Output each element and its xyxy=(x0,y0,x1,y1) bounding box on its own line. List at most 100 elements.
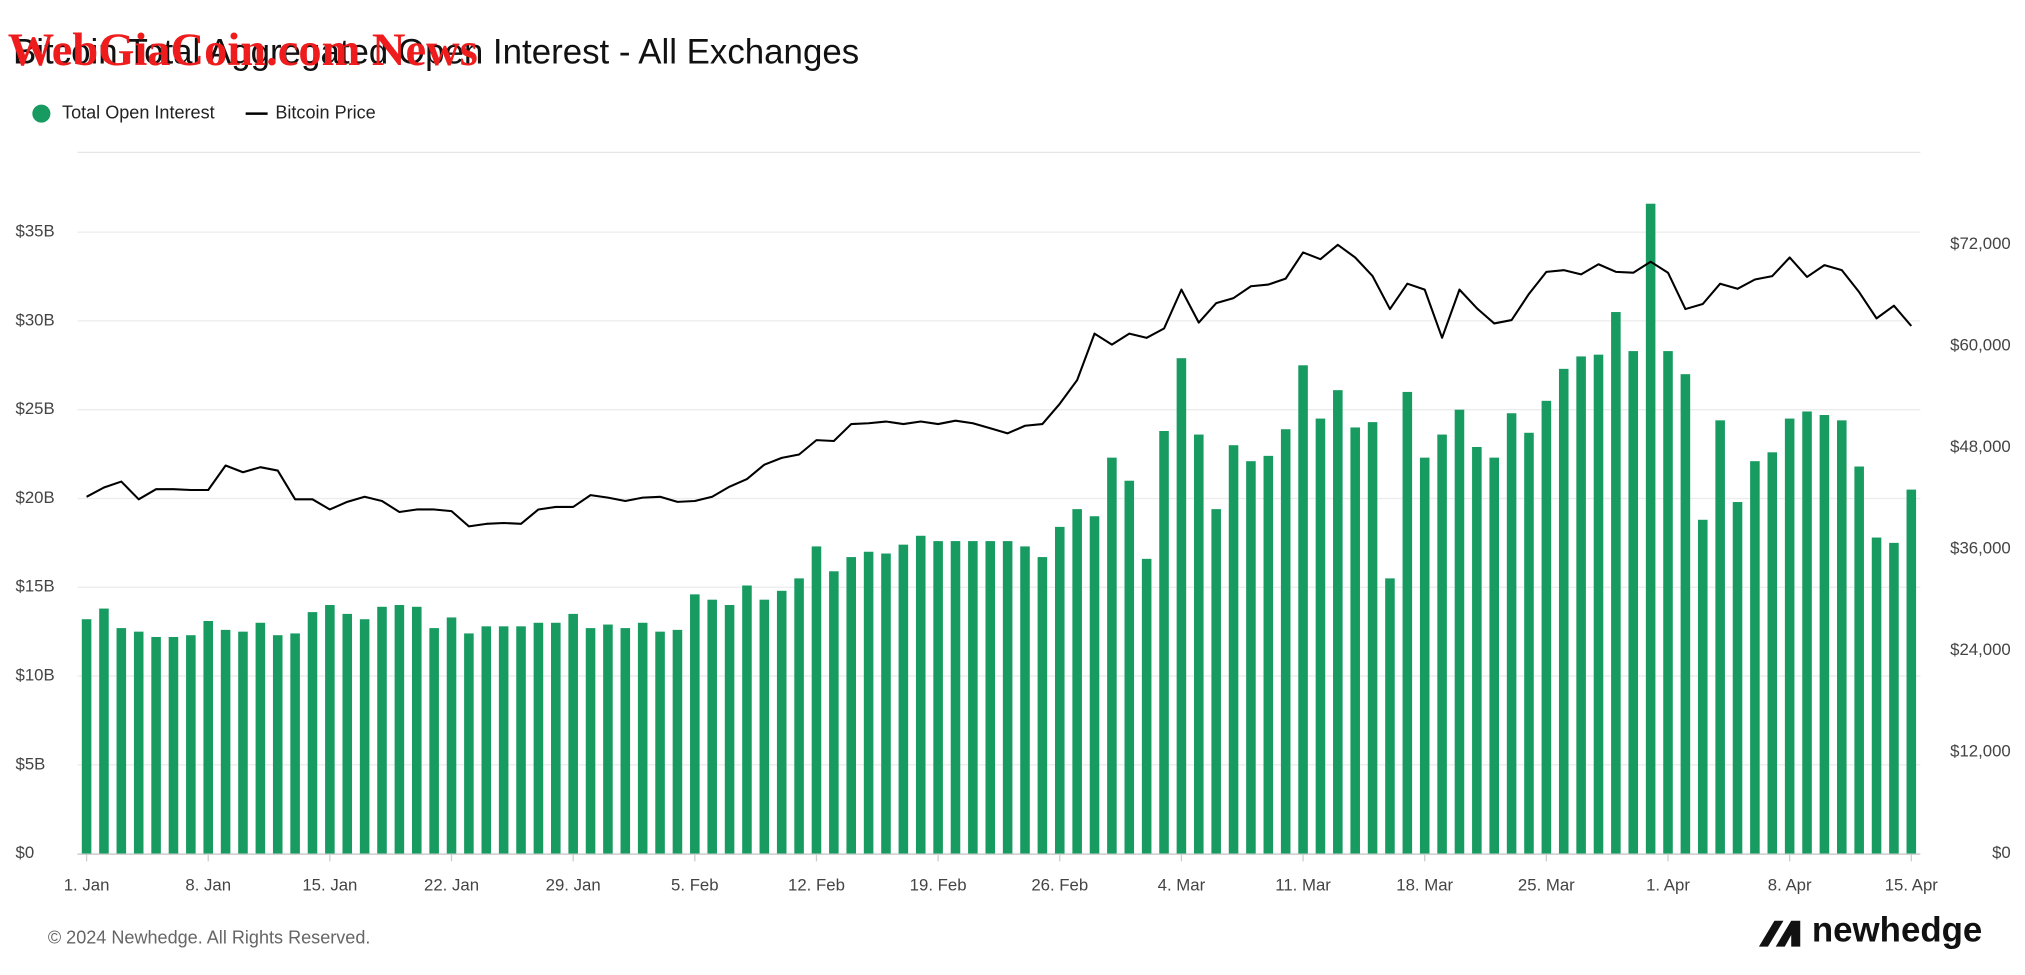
x-tick-label: 26. Feb xyxy=(1031,875,1088,894)
bar xyxy=(1211,509,1221,854)
bar xyxy=(238,631,248,854)
bar xyxy=(1246,461,1256,854)
bar xyxy=(481,626,492,854)
bar xyxy=(1541,400,1552,854)
bar xyxy=(81,619,92,854)
bar xyxy=(1437,434,1447,854)
y2-tick-label: $24,000 xyxy=(1950,640,2011,659)
bar xyxy=(933,541,943,854)
bar xyxy=(1402,391,1413,854)
bar xyxy=(1889,542,1899,854)
y-tick-label: $20B xyxy=(16,488,55,507)
y-tick-label: $35B xyxy=(16,222,55,241)
bar xyxy=(1315,418,1326,854)
brand-logo: newhedge xyxy=(1758,911,1982,950)
bar xyxy=(516,626,526,854)
y-tick-label: $25B xyxy=(16,399,55,418)
bar xyxy=(1558,368,1569,854)
bar xyxy=(307,612,318,854)
x-tick-label: 11. Mar xyxy=(1275,875,1331,894)
bar xyxy=(342,613,353,854)
x-tick-label: 15. Apr xyxy=(1885,875,1939,894)
bar xyxy=(1228,445,1239,854)
bar xyxy=(1350,427,1360,854)
bar xyxy=(133,631,144,854)
bar xyxy=(151,636,161,854)
bar xyxy=(829,571,839,854)
bar xyxy=(863,551,874,854)
x-tick-label: 12. Feb xyxy=(788,875,845,894)
y-tick-label: $15B xyxy=(16,577,55,596)
bar xyxy=(1593,354,1604,854)
bar xyxy=(1072,509,1082,854)
bar xyxy=(168,636,179,854)
legend-item[interactable]: Bitcoin Price xyxy=(245,102,376,122)
x-tick-label: 5. Feb xyxy=(671,875,719,894)
bar xyxy=(1141,558,1152,854)
bar xyxy=(99,608,109,854)
x-tick-label: 8. Jan xyxy=(185,875,231,894)
bar xyxy=(377,606,387,854)
watermark: WebGiaCoin.com News xyxy=(8,25,478,76)
bar xyxy=(1732,502,1743,854)
bar xyxy=(1767,452,1778,854)
bar xyxy=(655,631,665,854)
legend-label: Bitcoin Price xyxy=(275,102,375,122)
bar xyxy=(603,624,613,854)
bar xyxy=(394,605,405,854)
x-tick-label: 25. Mar xyxy=(1518,875,1575,894)
bar xyxy=(968,541,978,854)
bar xyxy=(1385,578,1395,854)
bar xyxy=(411,606,422,854)
bar xyxy=(915,535,926,854)
bar xyxy=(446,617,457,854)
bar xyxy=(776,590,787,854)
brand-name: newhedge xyxy=(1812,911,1982,950)
bar xyxy=(1750,461,1760,854)
bar xyxy=(272,635,283,854)
bar xyxy=(1037,557,1048,854)
bar xyxy=(1506,413,1517,854)
bar xyxy=(724,605,735,854)
y2-tick-label: $72,000 xyxy=(1950,234,2011,253)
legend-label: Total Open Interest xyxy=(62,102,215,122)
bar xyxy=(794,578,804,854)
x-tick-label: 1. Apr xyxy=(1646,875,1690,894)
y-tick-label: $30B xyxy=(16,310,55,329)
bar xyxy=(568,613,578,854)
bar xyxy=(1680,374,1691,854)
bar xyxy=(1054,526,1065,854)
bar xyxy=(290,633,300,854)
price-line xyxy=(86,243,1913,528)
bar xyxy=(1089,516,1100,854)
footer: © 2024 Newhedge. All Rights Reserved. xyxy=(48,928,371,948)
y2-tick-label: $48,000 xyxy=(1950,437,2011,456)
x-tick-label: 1. Jan xyxy=(64,875,110,894)
bar xyxy=(1524,432,1534,854)
bar xyxy=(1906,489,1917,854)
x-tick-label: 29. Jan xyxy=(546,875,601,894)
bar xyxy=(1819,415,1830,854)
brand-icon xyxy=(1758,920,1801,947)
bar xyxy=(637,622,648,854)
x-tick-label: 18. Mar xyxy=(1396,875,1453,894)
y2-tick-label: $60,000 xyxy=(1950,336,2011,355)
bar xyxy=(759,599,770,854)
bar xyxy=(1280,429,1291,854)
bar xyxy=(1333,390,1343,854)
y2-tick-label: $0 xyxy=(1992,843,2011,862)
bar xyxy=(1107,457,1117,854)
bar xyxy=(1645,203,1656,854)
bar xyxy=(1020,546,1030,854)
x-tick-label: 4. Mar xyxy=(1158,875,1206,894)
bar xyxy=(985,541,996,854)
bar xyxy=(1611,312,1621,854)
bar xyxy=(1854,466,1864,854)
bar xyxy=(220,629,231,854)
legend-item[interactable]: Total Open Interest xyxy=(32,102,215,123)
bar xyxy=(255,622,266,854)
bar xyxy=(1159,431,1169,854)
y2-tick-label: $12,000 xyxy=(1950,742,2011,761)
bar xyxy=(1489,457,1500,854)
bar xyxy=(1454,409,1465,854)
